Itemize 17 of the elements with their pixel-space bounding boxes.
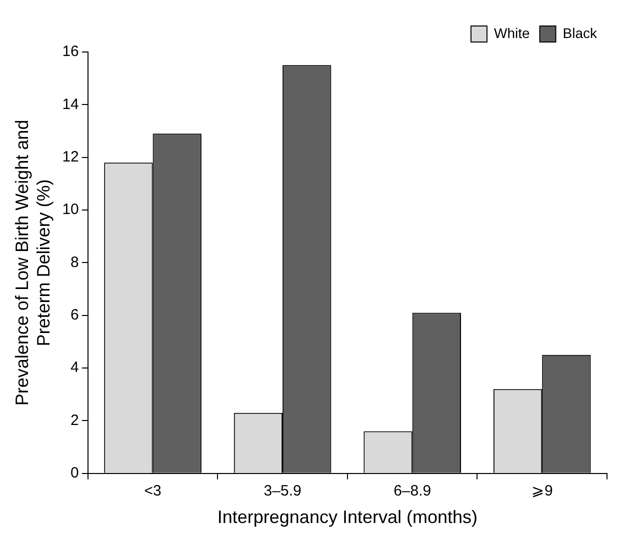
x-tick-label: <3 <box>144 482 162 500</box>
y-tick-label: 14 <box>62 96 79 113</box>
y-tick-label: 6 <box>70 306 79 324</box>
y-tick-label: 12 <box>62 148 79 166</box>
y-tick-label: 10 <box>62 201 79 218</box>
y-tick-label: 8 <box>70 254 79 271</box>
y-axis-title: Prevalence of Low Birth Weight and Preterm Delivery (%) <box>12 120 54 406</box>
x-tick-label: 3–5.9 <box>264 482 302 500</box>
y-tick-label: 0 <box>70 464 79 482</box>
y-tick-label: 16 <box>62 43 79 60</box>
legend-label: Black <box>562 24 598 41</box>
legend-label: White <box>494 24 530 41</box>
x-tick-label: ⩾9 <box>531 482 553 500</box>
y-tick-label: 4 <box>70 359 79 376</box>
x-axis-title: Interpregnancy Interval (months) <box>217 507 478 528</box>
y-tick-label: 2 <box>70 412 79 429</box>
x-tick-label: 6–8.9 <box>394 482 432 500</box>
